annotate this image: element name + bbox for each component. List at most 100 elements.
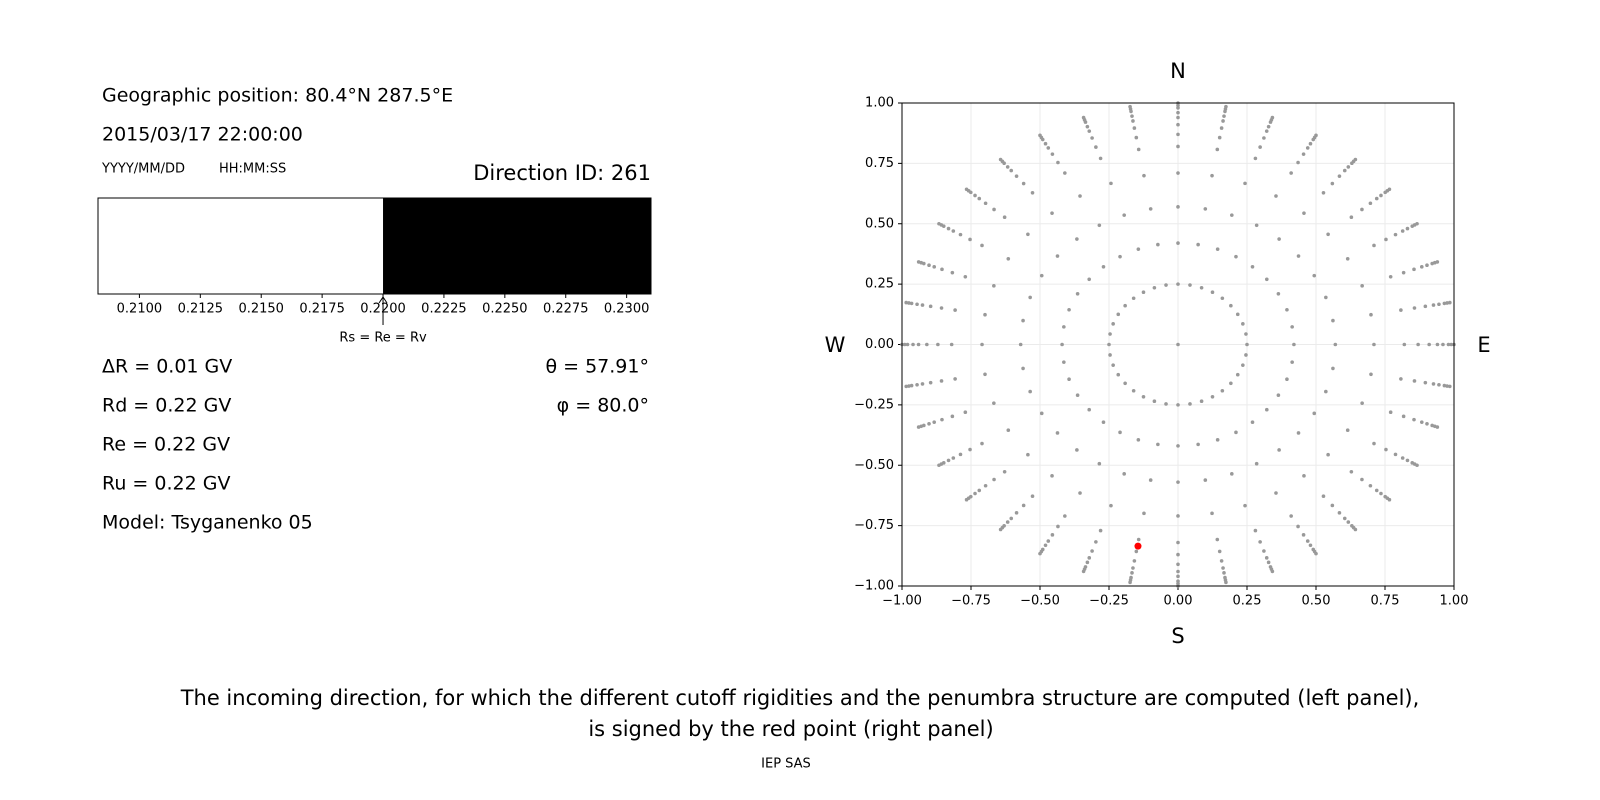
direction-point bbox=[983, 312, 987, 317]
direction-point bbox=[1264, 129, 1269, 133]
direction-point bbox=[1331, 318, 1335, 323]
direction-point bbox=[1055, 254, 1060, 258]
direction-point bbox=[1148, 207, 1153, 211]
direction-point bbox=[1270, 115, 1275, 120]
direction-point bbox=[1176, 540, 1180, 545]
direction-point bbox=[1277, 448, 1281, 452]
direction-point bbox=[998, 527, 1003, 532]
direction-point bbox=[1090, 549, 1094, 553]
direction-point bbox=[1176, 480, 1180, 484]
direction-point bbox=[1085, 124, 1090, 129]
direction-point bbox=[1258, 145, 1262, 149]
direction-point bbox=[1176, 569, 1180, 574]
direction-point bbox=[907, 301, 911, 305]
plot-frame bbox=[901, 102, 1455, 587]
direction-point bbox=[1131, 566, 1135, 570]
direction-point bbox=[1276, 393, 1281, 398]
direction-point bbox=[1078, 194, 1082, 198]
direction-point bbox=[1164, 402, 1168, 406]
direction-point bbox=[964, 497, 969, 502]
direction-point bbox=[1101, 265, 1106, 269]
direction-point bbox=[1028, 389, 1032, 394]
direction-point bbox=[1442, 301, 1447, 306]
y-tick-label: 0.25 bbox=[865, 277, 894, 292]
y-tick-label: 1.00 bbox=[865, 96, 894, 111]
direction-point bbox=[1427, 342, 1431, 347]
direction-point bbox=[915, 302, 919, 307]
result: Ru = 0.22 GV bbox=[102, 473, 230, 495]
direction-point bbox=[1021, 318, 1025, 323]
direction-point bbox=[980, 342, 984, 347]
direction-point bbox=[1379, 193, 1383, 198]
direction-point bbox=[968, 447, 972, 452]
direction-point bbox=[953, 308, 957, 312]
direction-point bbox=[1026, 232, 1030, 237]
direction-point bbox=[1372, 342, 1376, 347]
direction-point bbox=[951, 456, 956, 460]
direction-point bbox=[1109, 503, 1113, 508]
direction-point bbox=[1176, 171, 1180, 175]
direction-point bbox=[1253, 528, 1258, 533]
direction-point bbox=[1109, 181, 1113, 186]
direction-point bbox=[1435, 425, 1440, 429]
direction-point bbox=[1210, 290, 1215, 295]
direction-point bbox=[1253, 156, 1258, 161]
x-tick-label: −0.50 bbox=[1020, 594, 1060, 609]
direction-point bbox=[1388, 410, 1393, 415]
direction-point bbox=[1449, 342, 1454, 347]
direction-point bbox=[1132, 126, 1137, 130]
direction-point bbox=[1156, 442, 1160, 447]
direction-point bbox=[1405, 226, 1410, 231]
direction-point bbox=[1244, 332, 1248, 336]
direction-point bbox=[1009, 516, 1014, 521]
direction-point bbox=[1346, 520, 1351, 524]
penumbra-frame bbox=[97, 197, 652, 295]
direction-point bbox=[1030, 494, 1035, 498]
direction-point bbox=[1176, 342, 1180, 347]
direction-point bbox=[1087, 277, 1091, 282]
direction-point bbox=[1415, 221, 1419, 226]
direction-point bbox=[1326, 232, 1330, 237]
direction-point bbox=[1337, 174, 1342, 178]
direction-point bbox=[1302, 211, 1306, 215]
direction-point bbox=[1224, 580, 1228, 585]
direction-point bbox=[1412, 417, 1416, 422]
direction-point bbox=[1021, 366, 1025, 371]
direction-point bbox=[1134, 135, 1139, 140]
direction-point bbox=[1123, 381, 1127, 386]
direction-point bbox=[939, 306, 944, 310]
direction-point bbox=[983, 372, 987, 377]
direction-point bbox=[1131, 119, 1135, 123]
direction-point bbox=[1250, 265, 1255, 269]
direction-point bbox=[1235, 372, 1240, 377]
direction-point bbox=[968, 237, 972, 242]
direction-point bbox=[1431, 303, 1436, 307]
direction-point bbox=[1118, 254, 1122, 259]
result: Rd = 0.22 GV bbox=[102, 395, 231, 417]
direction-point bbox=[1141, 394, 1146, 399]
direction-point bbox=[1266, 124, 1271, 129]
direction-point bbox=[950, 270, 955, 275]
direction-point bbox=[1215, 537, 1220, 542]
direction-point bbox=[1116, 372, 1121, 377]
direction-point bbox=[1075, 393, 1080, 398]
direction-point bbox=[1108, 332, 1112, 336]
direction-point bbox=[1050, 474, 1054, 478]
direction-point bbox=[1229, 381, 1233, 386]
x-tick-label: 0.2175 bbox=[299, 302, 345, 317]
direction-point bbox=[973, 193, 977, 198]
direction-point bbox=[1075, 237, 1079, 241]
direction-point bbox=[1314, 551, 1318, 556]
direction-point bbox=[1081, 115, 1086, 120]
direction-point bbox=[1063, 514, 1067, 518]
y-tick-label: 0.50 bbox=[865, 216, 894, 231]
selected-point bbox=[1134, 542, 1142, 550]
direction-point bbox=[1274, 194, 1278, 198]
direction-point bbox=[1321, 494, 1326, 498]
direction-point bbox=[911, 342, 915, 347]
direction-point bbox=[1142, 511, 1146, 516]
direction-point bbox=[1219, 126, 1224, 130]
annotation: Rs = Re = Rv bbox=[339, 331, 427, 346]
direction-point bbox=[1266, 560, 1271, 565]
